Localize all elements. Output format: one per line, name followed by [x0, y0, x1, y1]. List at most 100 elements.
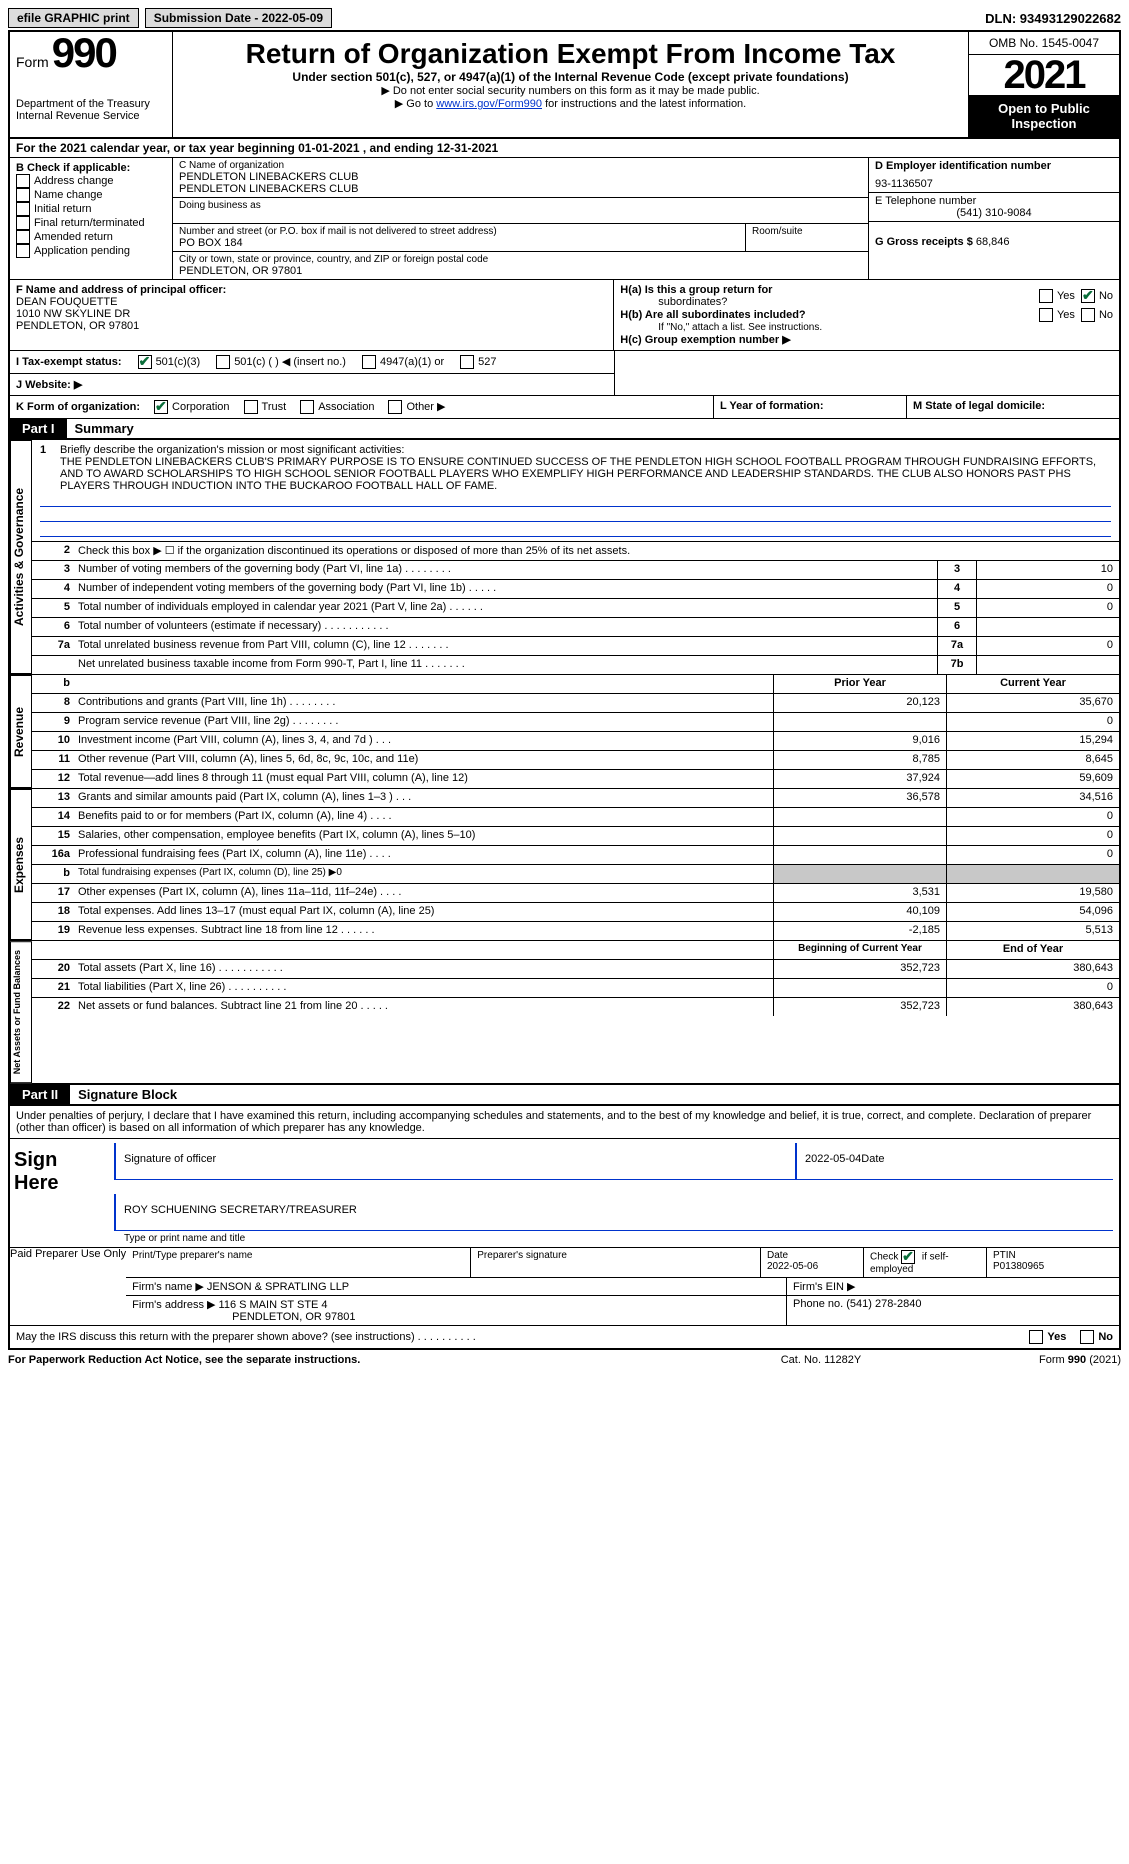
cb-other[interactable]: [388, 400, 402, 414]
k-opt: Trust: [262, 401, 287, 413]
form-number: 990: [52, 29, 116, 76]
d-label: D Employer identification number: [875, 160, 1113, 172]
cb-application-pending[interactable]: [16, 244, 30, 258]
cb-501c3[interactable]: [138, 355, 152, 369]
footer-right: Form 990 (2021): [921, 1354, 1121, 1366]
efile-print-button[interactable]: efile GRAPHIC print: [8, 8, 139, 28]
part-label: Part II: [10, 1085, 70, 1104]
line-text: Other revenue (Part VIII, column (A), li…: [74, 751, 773, 769]
sig-officer-label: Signature of officer: [124, 1153, 216, 1165]
line-text: Total assets (Part X, line 16) . . . . .…: [74, 960, 773, 978]
cb-527[interactable]: [460, 355, 474, 369]
e-label: E Telephone number: [875, 195, 1113, 207]
firm-label: Firm's name ▶: [132, 1281, 204, 1293]
line-text: Revenue less expenses. Subtract line 18 …: [74, 922, 773, 940]
submission-date-button[interactable]: Submission Date - 2022-05-09: [145, 8, 332, 28]
hb-label: H(b) Are all subordinates included?: [620, 309, 805, 321]
line-text: Salaries, other compensation, employee b…: [74, 827, 773, 845]
part-2-bar: Part II Signature Block: [8, 1085, 1121, 1106]
k-label: K Form of organization:: [16, 401, 140, 413]
addr-label: Number and street (or P.O. box if mail i…: [179, 226, 739, 237]
line-text: Total unrelated business revenue from Pa…: [74, 637, 937, 655]
telephone: (541) 310-9084: [875, 207, 1113, 219]
line-val: 59,609: [946, 770, 1119, 788]
discuss-text: May the IRS discuss this return with the…: [16, 1331, 1029, 1343]
cb-trust[interactable]: [244, 400, 258, 414]
m-label: M State of legal domicile:: [907, 396, 1119, 418]
cb-discuss-no[interactable]: [1080, 1330, 1094, 1344]
instr-1: ▶ Do not enter social security numbers o…: [179, 84, 962, 97]
omb-number: OMB No. 1545-0047: [969, 32, 1119, 55]
preparer-date: 2022-05-06: [767, 1261, 857, 1272]
sign-date-label: Date: [861, 1153, 884, 1165]
section-b: B Check if applicable: Address change Na…: [10, 158, 173, 279]
city-label: City or town, state or province, country…: [179, 254, 862, 265]
cb-final-return[interactable]: [16, 216, 30, 230]
firm-addr2: PENDLETON, OR 97801: [132, 1311, 355, 1323]
line-val: 352,723: [773, 960, 946, 978]
cb-discuss-yes[interactable]: [1029, 1330, 1043, 1344]
cb-amended[interactable]: [16, 230, 30, 244]
cb-self-employed[interactable]: [901, 1250, 915, 1264]
line-val: 19,580: [946, 884, 1119, 902]
line-text: Number of independent voting members of …: [74, 580, 937, 598]
officer-addr: 1010 NW SKYLINE DR: [16, 308, 607, 320]
cb-ha-yes[interactable]: [1039, 289, 1053, 303]
line-text: Total fundraising expenses (Part IX, col…: [74, 865, 773, 883]
room-label: Room/suite: [752, 226, 862, 237]
main-title: Return of Organization Exempt From Incom…: [179, 38, 962, 70]
line-val: 0: [946, 846, 1119, 864]
ha-sub: subordinates?: [620, 296, 727, 308]
mission-lead: Briefly describe the organization's miss…: [60, 444, 404, 456]
city-state-zip: PENDLETON, OR 97801: [179, 265, 862, 277]
hb-note: If "No," attach a list. See instructions…: [620, 322, 1113, 333]
i-opt: 527: [478, 356, 496, 368]
mission-text: THE PENDLETON LINEBACKERS CLUB'S PRIMARY…: [40, 456, 1111, 492]
line-val: 0: [946, 827, 1119, 845]
cb-hb-yes[interactable]: [1039, 308, 1053, 322]
cb-corp[interactable]: [154, 400, 168, 414]
cb-assoc[interactable]: [300, 400, 314, 414]
line-val: 8,785: [773, 751, 946, 769]
line-text: Professional fundraising fees (Part IX, …: [74, 846, 773, 864]
firm-ein-label: Firm's EIN ▶: [787, 1278, 1119, 1295]
subtitle: Under section 501(c), 527, or 4947(a)(1)…: [179, 70, 962, 84]
line-val: 15,294: [946, 732, 1119, 750]
section-c: C Name of organization PENDLETON LINEBAC…: [173, 158, 869, 279]
line-val: [976, 656, 1119, 674]
cb-address-change[interactable]: [16, 174, 30, 188]
section-d: D Employer identification number 93-1136…: [869, 158, 1119, 279]
instructions-link[interactable]: www.irs.gov/Form990: [436, 98, 542, 110]
side-netassets: Net Assets or Fund Balances: [10, 941, 32, 1083]
cb-ha-no[interactable]: [1081, 289, 1095, 303]
footer-mid: Cat. No. 11282Y: [721, 1354, 921, 1366]
k-opt: Corporation: [172, 401, 229, 413]
line-text: Total revenue—add lines 8 through 11 (mu…: [74, 770, 773, 788]
footer-left: For Paperwork Reduction Act Notice, see …: [8, 1354, 721, 1366]
yes-label: Yes: [1047, 1331, 1066, 1343]
line-val: 9,016: [773, 732, 946, 750]
line-text: Total number of volunteers (estimate if …: [74, 618, 937, 636]
line-text: Number of voting members of the governin…: [74, 561, 937, 579]
line-text: Check this box ▶ ☐ if the organization d…: [74, 542, 1119, 560]
yes-label: Yes: [1057, 309, 1075, 321]
part-title: Signature Block: [70, 1085, 185, 1104]
cb-4947[interactable]: [362, 355, 376, 369]
paid-h2: Preparer's signature: [477, 1250, 754, 1261]
line-val: 0: [976, 599, 1119, 617]
firm-addr-label: Firm's address ▶: [132, 1299, 215, 1311]
cb-name-change[interactable]: [16, 188, 30, 202]
section-f: F Name and address of principal officer:…: [10, 280, 614, 350]
dept-treasury: Department of the Treasury: [16, 98, 166, 110]
part-1-bar: Part I Summary: [8, 419, 1121, 440]
cb-501c[interactable]: [216, 355, 230, 369]
cb-initial-return[interactable]: [16, 202, 30, 216]
phone-label: Phone no.: [793, 1298, 843, 1310]
cb-hb-no[interactable]: [1081, 308, 1095, 322]
line-val: 10: [976, 561, 1119, 579]
line-val: [773, 808, 946, 826]
line-text: Net assets or fund balances. Subtract li…: [74, 998, 773, 1016]
line-val: [773, 827, 946, 845]
paid-h4: Check: [870, 1252, 901, 1263]
hc-label: H(c) Group exemption number ▶: [620, 334, 790, 346]
